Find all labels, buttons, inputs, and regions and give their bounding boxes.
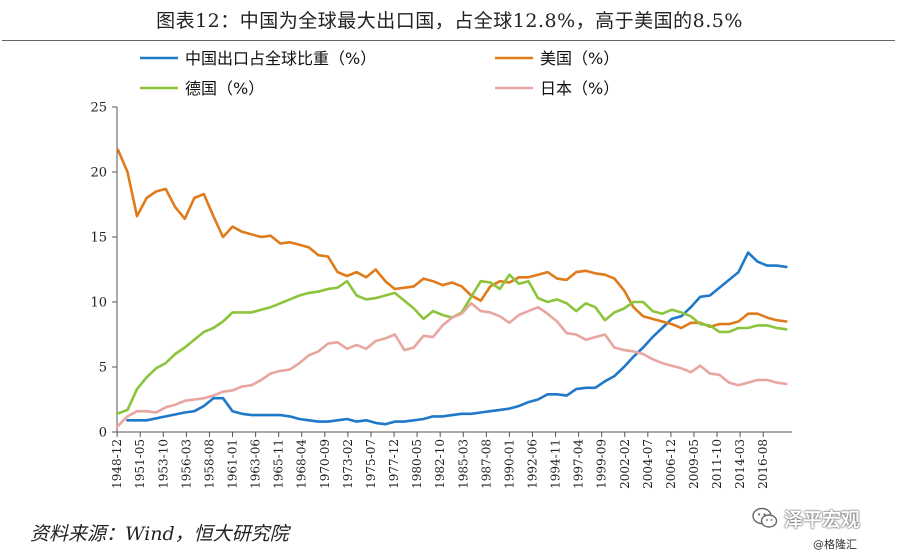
x-tick-label: 2011-10 [710,439,724,489]
x-tick-label: 1985-03 [456,439,470,489]
legend-label: 美国（%） [540,49,619,68]
x-tick-label: 1961-01 [226,439,240,489]
x-tick-label: 2014-03 [733,439,747,489]
x-tick-label: 1956-03 [179,439,193,489]
source-note: 资料来源：Wind，恒大研究院 [30,523,289,545]
x-tick-label: 1951-05 [133,439,147,489]
y-tick-label: 20 [90,166,107,181]
x-tick-label: 2002-02 [618,439,632,489]
legend-label: 中国出口占全球比重（%） [185,49,376,68]
legend: 中国出口占全球比重（%） 美国（%） 德国（%） 日本（%） [140,49,619,98]
x-tick-label: 1948-12 [110,439,124,489]
x-tick-label: 1990-01 [502,439,516,489]
x-tick-label: 1958-08 [202,439,216,489]
y-tick-label: 25 [90,101,107,116]
x-tick-label: 1997-04 [572,439,586,489]
x-tick-label: 1982-10 [433,439,447,489]
legend-label: 日本（%） [540,79,619,98]
wechat-icon [752,507,778,528]
x-tick-label: 1953-10 [156,439,170,489]
y-tick-label: 15 [90,231,107,246]
x-tick-label: 1970-09 [318,439,332,489]
x-tick-label: 1980-05 [410,439,424,489]
series-line-3 [115,301,788,429]
credit-text: @格隆汇 [813,538,857,551]
y-tick-label: 5 [99,361,107,376]
x-axis: 1948-12 1951-05 1953-10 1956-03 1958-08 1961-… [110,431,792,489]
x-tick-label: 1968-04 [295,439,309,489]
x-tick-label: 1987-08 [479,439,493,489]
watermark-text: 泽平宏观 [784,508,861,531]
y-tick-label: 0 [99,426,107,441]
x-tick-label: 1975-07 [364,439,378,489]
plot-area [115,148,788,429]
series-line-0 [126,251,788,426]
x-tick-label: 2009-05 [687,439,701,489]
title-divider [2,40,895,41]
x-tick-label: 1999-09 [595,439,609,489]
x-tick-label: 1994-11 [549,439,563,489]
x-tick-label: 1965-11 [272,439,286,489]
watermark: 泽平宏观 [752,503,860,533]
x-tick-label: 1977-12 [387,439,401,489]
legend-label: 德国（%） [185,79,264,98]
series-line-1 [116,148,788,330]
x-tick-label: 2004-07 [641,439,655,489]
chart-title: 图表12：中国为全球最大出口国，占全球12.8%，高于美国的8.5% [156,10,743,32]
y-axis: 0 5 10 15 20 25 [90,101,118,441]
x-tick-label: 1963-06 [249,439,263,489]
x-tick-label: 2016-08 [756,439,770,489]
x-tick-label: 1992-06 [525,439,539,489]
x-tick-label: 1973-02 [341,439,355,489]
y-tick-label: 10 [90,296,107,311]
x-tick-label: 2006-12 [664,439,678,489]
